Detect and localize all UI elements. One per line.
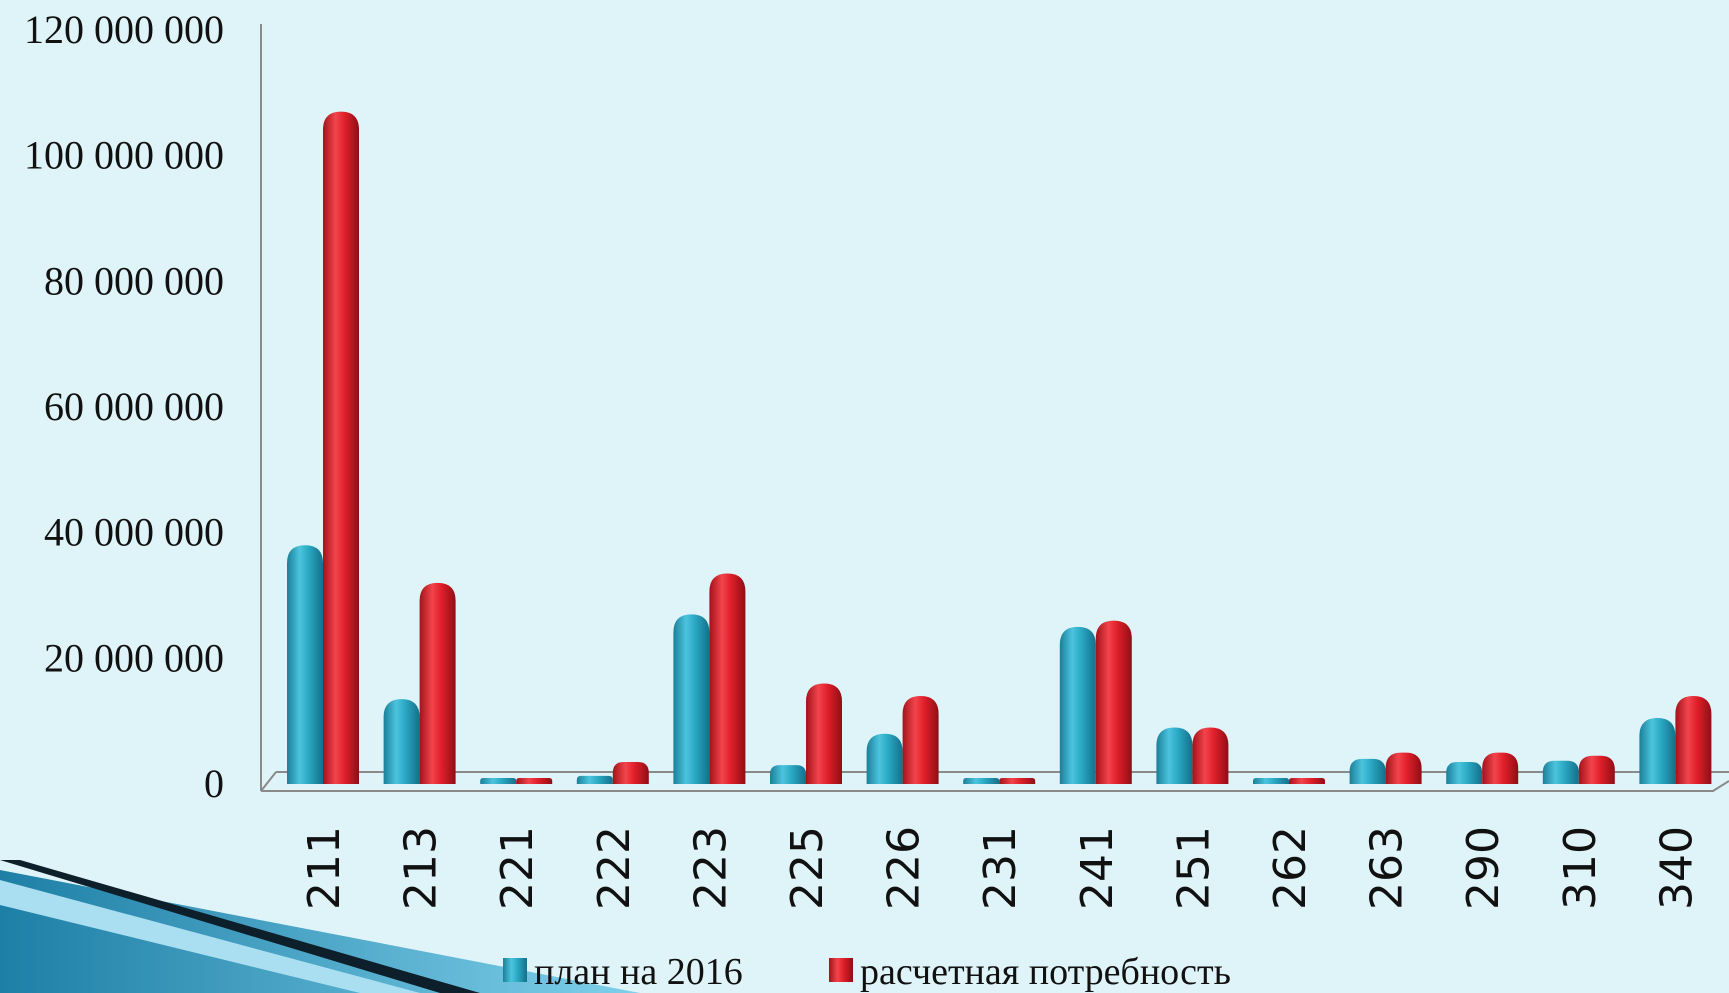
y-tick-label: 40 000 000 (44, 510, 224, 555)
x-tick-label: 225 (782, 826, 833, 910)
bar-plan-213 (383, 699, 420, 784)
legend-item-need: расчетная потребность (829, 951, 1231, 993)
bar-need-231 (999, 778, 1036, 784)
bar-plan-221 (480, 778, 517, 784)
x-tick-label: 223 (685, 826, 736, 910)
y-tick-label: 20 000 000 (44, 635, 224, 680)
legend-label-need: расчетная потребность (860, 951, 1231, 993)
y-tick-label: 80 000 000 (44, 258, 224, 303)
x-tick-label: 221 (492, 826, 543, 910)
legend-item-plan: план на 2016 (503, 951, 743, 993)
bar-plan-310 (1542, 760, 1579, 784)
x-axis-floor-corner (260, 771, 277, 792)
legend-swatch-plan (503, 958, 527, 982)
bar-plan-226 (866, 733, 903, 784)
bar-need-310 (1578, 755, 1615, 784)
x-tick-label: 251 (1168, 826, 1219, 910)
bar-plan-262 (1253, 778, 1289, 784)
bar-plan-290 (1446, 762, 1483, 784)
bar-plan-263 (1349, 758, 1386, 784)
legend-swatch-need (829, 958, 853, 982)
bar-need-221 (516, 778, 553, 784)
bar-plan-251 (1156, 727, 1193, 784)
legend-label-plan: план на 2016 (534, 951, 743, 993)
bar-plan-340 (1639, 718, 1676, 784)
decorative-corner-stripes (0, 860, 640, 993)
y-tick-label: 60 000 000 (44, 384, 224, 429)
x-tick-label: 340 (1651, 826, 1702, 910)
y-tick-label: 0 (204, 761, 224, 806)
bar-plan-231 (963, 778, 1000, 784)
x-axis-tick-labels: 211 213 221 222 223 225 226 231 241 251 262 263 290 3… (299, 826, 1702, 910)
bar-plan-241 (1059, 626, 1096, 784)
bar-need-213 (419, 582, 456, 784)
x-tick-label: 226 (879, 826, 930, 910)
bar-need-262 (1289, 778, 1325, 784)
x-tick-label: 211 (299, 826, 350, 910)
y-tick-label: 120 000 000 (24, 7, 224, 52)
bar-need-223 (709, 573, 746, 784)
bar-need-226 (902, 696, 939, 784)
bar-need-251 (1192, 727, 1229, 784)
bar-need-263 (1385, 752, 1422, 784)
bar-plan-222 (576, 775, 613, 784)
x-tick-label: 290 (1458, 826, 1509, 910)
y-axis-tick-labels: 0 20 000 000 40 000 000 60 000 000 80 000 00… (24, 7, 224, 806)
bar-need-290 (1482, 752, 1519, 784)
bar-need-241 (1095, 620, 1132, 784)
bar-plan-223 (673, 614, 710, 784)
x-tick-label: 231 (975, 826, 1026, 910)
bars-group (287, 111, 1712, 784)
y-tick-label: 100 000 000 (24, 133, 224, 178)
bar-need-225 (806, 683, 842, 784)
x-tick-label: 262 (1265, 826, 1316, 910)
bar-plan-211 (287, 545, 323, 784)
x-tick-label: 222 (589, 826, 640, 910)
bar-plan-225 (770, 765, 806, 784)
x-tick-label: 213 (396, 826, 447, 910)
bar-need-211 (323, 111, 359, 784)
x-axis-floor (261, 780, 1729, 792)
x-tick-label: 263 (1362, 826, 1413, 910)
bar-need-340 (1675, 696, 1712, 784)
legend: план на 2016 расчетная потребность (503, 951, 1231, 993)
x-tick-label: 310 (1555, 826, 1606, 910)
x-tick-label: 241 (1072, 826, 1123, 910)
bar-need-222 (612, 762, 649, 784)
